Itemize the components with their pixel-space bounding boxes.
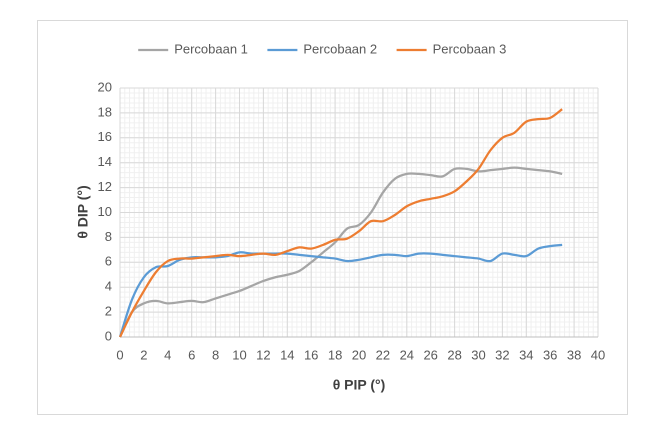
- y-tick-label: 12: [98, 179, 112, 194]
- x-tick-label: 0: [116, 347, 123, 362]
- x-tick-label: 14: [280, 347, 294, 362]
- y-tick-label: 16: [98, 129, 112, 144]
- x-tick-label: 4: [164, 347, 171, 362]
- y-tick-label: 20: [98, 79, 112, 94]
- x-tick-label: 8: [212, 347, 219, 362]
- legend-label: Percobaan 1: [174, 41, 248, 56]
- series-line: [118, 166, 563, 338]
- y-tick-label: 2: [105, 304, 112, 319]
- y-tick-label: 8: [105, 229, 112, 244]
- x-tick-label: 30: [471, 347, 485, 362]
- y-tick-label: 18: [98, 104, 112, 119]
- legend-label: Percobaan 3: [433, 41, 507, 56]
- series-line: [118, 108, 563, 338]
- x-tick-label: 2: [140, 347, 147, 362]
- legend-label: Percobaan 2: [303, 41, 377, 56]
- x-tick-label: 6: [188, 347, 195, 362]
- x-tick-label: 28: [447, 347, 461, 362]
- x-tick-label: 34: [519, 347, 533, 362]
- x-tick-label: 36: [543, 347, 557, 362]
- x-tick-label: 22: [376, 347, 390, 362]
- x-axis-title: θ PIP (°): [333, 377, 386, 393]
- y-tick-label: 0: [105, 328, 112, 343]
- x-tick-label: 16: [304, 347, 318, 362]
- y-tick-label: 4: [105, 279, 112, 294]
- x-tick-label: 18: [328, 347, 342, 362]
- x-tick-label: 10: [232, 347, 246, 362]
- x-tick-label: 26: [423, 347, 437, 362]
- y-tick-label: 6: [105, 254, 112, 269]
- y-axis-title: θ DIP (°): [75, 185, 91, 238]
- x-tick-label: 24: [400, 347, 414, 362]
- x-tick-label: 20: [352, 347, 366, 362]
- y-tick-label: 10: [98, 204, 112, 219]
- x-tick-label: 32: [495, 347, 509, 362]
- y-tick-label: 14: [98, 154, 112, 169]
- x-tick-label: 40: [591, 347, 605, 362]
- x-tick-label: 12: [256, 347, 270, 362]
- x-tick-label: 38: [567, 347, 581, 362]
- series-line: [118, 243, 563, 338]
